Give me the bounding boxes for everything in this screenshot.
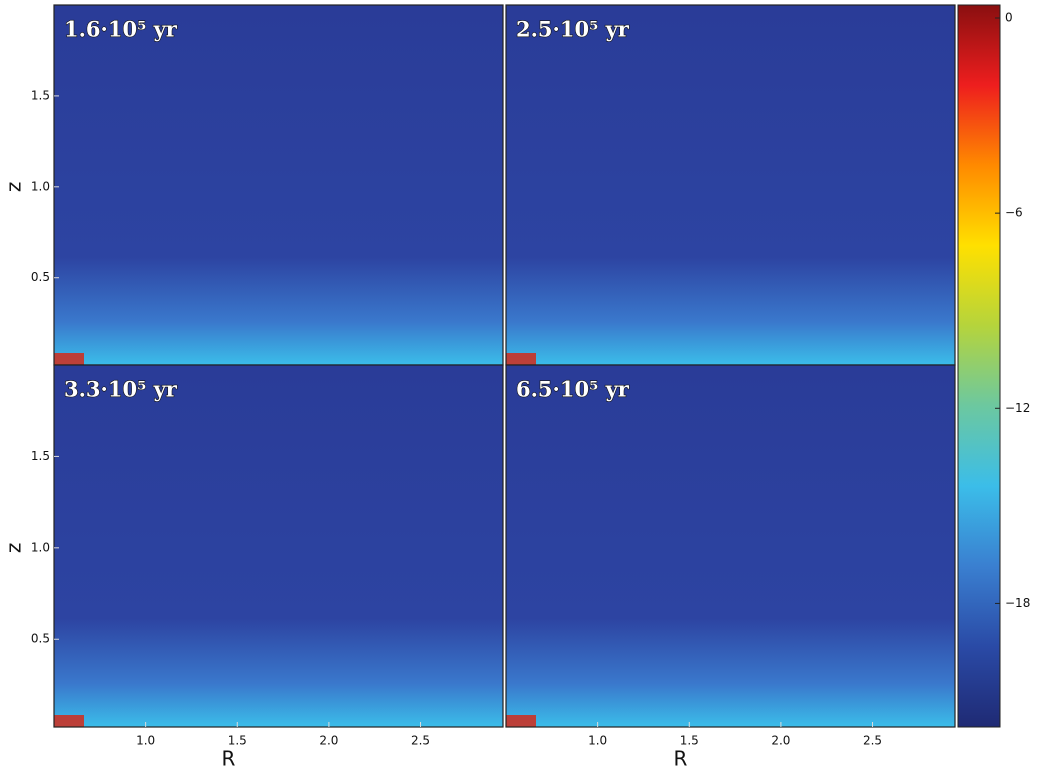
colorbar (957, 4, 1001, 728)
x-tick-label: 2.0 (771, 734, 790, 748)
x-axis-label: R (222, 747, 236, 771)
x-axis-label: R (674, 747, 688, 771)
heatmap-field (54, 365, 503, 727)
x-tick-label: 1.5 (228, 734, 247, 748)
panel-annotation: 6.5·10⁵ yr (516, 377, 630, 402)
x-tick-label: 1.0 (588, 734, 607, 748)
panel-frame (53, 364, 504, 728)
x-tick-label: 2.0 (319, 734, 338, 748)
colorbar-tick-label: −6 (1005, 206, 1023, 220)
x-tick-label: 2.5 (411, 734, 430, 748)
colorbar-tick-label: 0 (1005, 11, 1013, 25)
y-tick-label: 1.5 (31, 449, 50, 463)
y-tick-label: 1.0 (31, 540, 50, 554)
disk-core (54, 353, 84, 365)
panel-annotation: 3.3·10⁵ yr (64, 377, 178, 402)
disk-core (54, 715, 84, 727)
y-tick-label: 0.5 (31, 270, 50, 284)
y-tick-label: 0.5 (31, 632, 50, 646)
x-tick-label: 2.5 (863, 734, 882, 748)
panel-annotation: 2.5·10⁵ yr (516, 17, 630, 42)
panel-frame (505, 364, 956, 728)
y-tick-label: 1.5 (31, 88, 50, 102)
heatmap-field (506, 365, 955, 727)
y-tick-label: 1.0 (31, 179, 50, 193)
disk-core (506, 715, 536, 727)
panel-annotation: 1.6·10⁵ yr (64, 17, 178, 42)
x-tick-label: 1.0 (136, 734, 155, 748)
heatmap-field (506, 5, 955, 365)
heatmap-field (54, 5, 503, 365)
colorbar-tick-label: −18 (1005, 596, 1030, 610)
y-axis-label: z (2, 543, 26, 554)
x-tick-label: 1.5 (680, 734, 699, 748)
y-axis-label: z (2, 182, 26, 193)
colorbar-tick-label: −12 (1005, 401, 1030, 415)
disk-core (506, 353, 536, 365)
